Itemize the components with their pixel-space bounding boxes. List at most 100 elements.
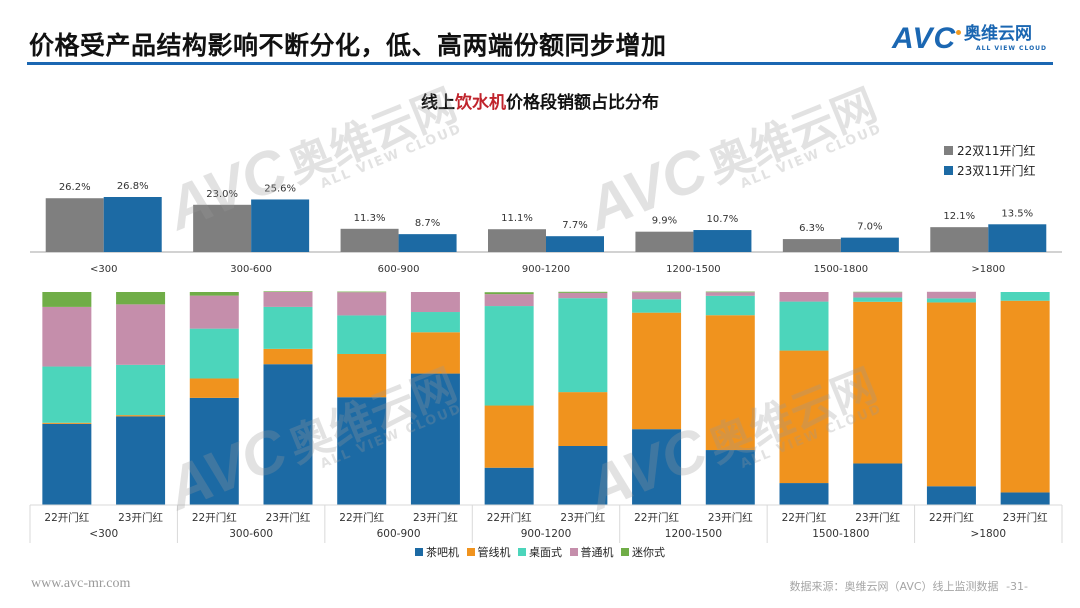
stack-segment <box>558 291 608 293</box>
x-tick-label: 1200-1500 <box>666 264 721 275</box>
bar-23 <box>103 197 162 252</box>
logo-en: ALL VIEW CLOUD <box>976 45 1048 52</box>
stack-segment <box>337 292 387 316</box>
bar-value-label: 10.7% <box>707 214 739 225</box>
bar-23 <box>840 237 899 252</box>
stack-segment <box>337 315 387 354</box>
stack-segment <box>263 364 313 505</box>
stack-segment <box>263 306 313 349</box>
stack-segment <box>116 364 166 416</box>
top-chart-legend: 22双11开门红 23双11开门红 <box>944 140 1036 180</box>
sub-category-label: 22开门红 <box>487 511 532 524</box>
stack-segment <box>42 366 92 423</box>
stack-segment <box>263 292 313 307</box>
bar-value-label: 23.0% <box>206 189 238 200</box>
avc-logo: AVC 奥维云网 ALL VIEW CLOUD <box>892 22 1062 56</box>
legend-swatch <box>621 548 629 556</box>
title-divider <box>27 62 1053 65</box>
bar-value-label: 11.1% <box>501 213 533 224</box>
legend-swatch-23 <box>944 165 953 175</box>
bar-value-label: 9.9% <box>652 216 677 227</box>
chart-title-suffix: 价格段销额占比分布 <box>506 93 659 113</box>
stack-segment <box>705 450 755 505</box>
bar-value-label: 6.3% <box>799 223 824 234</box>
stack-segment <box>926 291 976 299</box>
stack-segment <box>410 373 460 505</box>
stack-segment <box>263 291 313 292</box>
bar-23 <box>693 230 752 252</box>
sub-category-label: 22开门红 <box>44 511 89 524</box>
bar-22 <box>930 227 989 252</box>
bar-22 <box>488 229 546 252</box>
legend-item-zhuomianshi: 桌面式 <box>518 544 562 560</box>
legend-swatch <box>415 548 423 556</box>
stack-segment <box>484 467 534 505</box>
stack-segment <box>558 298 608 393</box>
legend-label: 迷你式 <box>632 546 665 559</box>
sub-category-label: 22开门红 <box>339 511 384 524</box>
stack-segment <box>705 295 755 316</box>
sub-category-label: 23开门红 <box>855 511 900 524</box>
sub-category-label: 23开门红 <box>560 511 605 524</box>
bar-22 <box>193 204 252 252</box>
bar-value-label: 26.8% <box>117 181 149 192</box>
bar-23 <box>398 234 457 252</box>
legend-label: 普通机 <box>580 546 614 559</box>
stack-segment <box>42 292 92 307</box>
bar-22 <box>782 239 841 252</box>
chart-title-highlight: 饮水机 <box>455 93 506 113</box>
bar-value-label: 12.1% <box>943 211 975 222</box>
stack-segment <box>558 445 608 505</box>
bar-value-label: 7.7% <box>562 220 587 231</box>
x-tick-label: 900-1200 <box>522 264 570 275</box>
group-label: 900-1200 <box>521 528 572 540</box>
stack-segment <box>558 392 608 446</box>
sub-category-label: 23开门红 <box>1003 511 1048 524</box>
page-title: 价格受产品结构影响不断分化，低、高两端份额同步增加 <box>29 31 667 60</box>
group-label: >1800 <box>971 528 1007 540</box>
stack-segment <box>926 486 976 505</box>
legend-swatch <box>518 548 526 556</box>
sub-category-label: 23开门红 <box>266 511 311 524</box>
x-tick-label: <300 <box>90 264 117 275</box>
stack-segment <box>42 306 92 367</box>
logo-dot-icon <box>956 30 961 35</box>
chart-title: 线上饮水机价格段销额占比分布 <box>0 88 1080 113</box>
stack-segment <box>116 415 166 417</box>
stack-segment <box>926 302 976 487</box>
legend-label: 管线机 <box>477 546 511 559</box>
stack-segment <box>632 299 682 313</box>
footer-source: 数据来源：奥维云网（AVC）线上监测数据 -31- <box>790 578 1028 594</box>
stack-segment <box>853 292 903 298</box>
stack-segment <box>410 332 460 374</box>
chart-title-prefix: 线上 <box>421 93 455 113</box>
stack-segment <box>705 292 755 296</box>
stack-segment <box>1000 292 1050 301</box>
legend-swatch <box>569 548 578 556</box>
stack-segment <box>632 312 682 430</box>
stack-segment <box>853 463 903 505</box>
stack-segment <box>1000 300 1050 493</box>
group-label: 600-900 <box>377 528 421 540</box>
group-label: 1200-1500 <box>665 528 722 540</box>
stack-segment <box>42 422 92 424</box>
stack-segment <box>484 292 534 295</box>
bar-value-label: 8.7% <box>415 218 440 229</box>
stack-segment <box>705 315 755 451</box>
stack-segment <box>484 405 534 468</box>
legend-item-23: 23双11开门红 <box>944 160 1036 180</box>
bar-22 <box>45 198 104 252</box>
stack-segment <box>337 397 387 505</box>
stack-segment <box>189 328 239 379</box>
bar-value-label: 7.0% <box>857 222 882 233</box>
sub-category-label: 23开门红 <box>708 511 753 524</box>
stack-segment <box>189 295 239 329</box>
stack-segment <box>779 350 829 484</box>
stack-segment <box>853 301 903 464</box>
legend-swatch-22 <box>944 145 953 155</box>
sub-category-label: 23开门红 <box>413 511 458 524</box>
price-band-share-chart: 26.2% 26.8% <300 23.0% 25.6% 300-600 11.3% 8.7%… <box>30 181 1062 275</box>
legend-item-putongji: 普通机 <box>569 544 614 560</box>
legend-label: 桌面式 <box>529 546 562 559</box>
stack-segment <box>632 429 682 505</box>
